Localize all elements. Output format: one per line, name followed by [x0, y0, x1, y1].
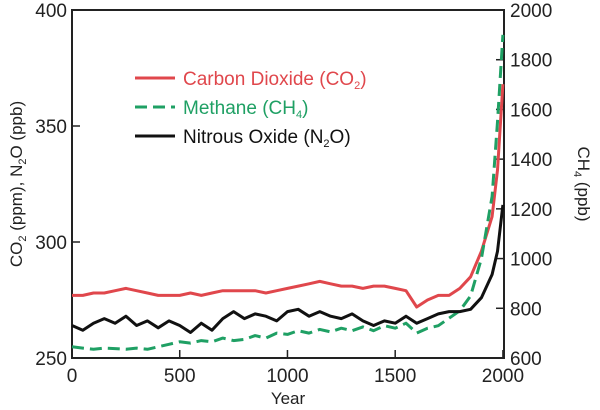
x-tick-label: 0	[67, 366, 78, 387]
left-tick-label: 350	[35, 117, 67, 138]
x-tick-label: 500	[164, 366, 196, 387]
series-layer	[71, 34, 505, 351]
right-axis-title: CH4 (ppb)	[571, 146, 593, 221]
right-tick-label: 1800	[510, 51, 552, 72]
x-tick-label: 2000	[482, 366, 524, 387]
left-tick-label: 250	[35, 349, 67, 370]
series-line-n2o	[71, 204, 505, 334]
x-axis-ticks: 0 500 1000 1500 2000	[67, 350, 524, 387]
right-tick-label: 1000	[510, 250, 552, 271]
right-tick-label: 1200	[510, 200, 552, 221]
legend-label-ch4: Methane (CH4)	[183, 98, 308, 121]
right-tick-label: 1400	[510, 150, 552, 171]
left-tick-label: 400	[35, 1, 67, 22]
x-tick-label: 1500	[374, 366, 416, 387]
right-tick-label: 800	[510, 299, 542, 320]
legend-label-co2: Carbon Dioxide (CO2)	[183, 69, 367, 92]
left-axis-ticks: 250 300 350 400	[35, 1, 80, 370]
series-line-co2	[72, 84, 505, 309]
left-tick-label: 300	[35, 233, 67, 254]
legend-label-n2o: Nitrous Oxide (N2O)	[183, 127, 351, 150]
right-axis-ticks: 600 800 1000 1200 1400 1600 1800 2000	[496, 1, 552, 370]
plot-frame	[71, 9, 505, 359]
series-line-ch4	[71, 34, 505, 351]
right-tick-label: 2000	[510, 1, 552, 22]
x-tick-label: 1000	[266, 366, 308, 387]
left-axis-title: CO2 (ppm), N2O (ppb)	[7, 101, 29, 267]
right-tick-label: 600	[510, 349, 542, 370]
x-axis-title: Year	[271, 389, 306, 408]
legend: Carbon Dioxide (CO2) Methane (CH4) Nitrous…	[135, 69, 367, 150]
right-tick-label: 1600	[510, 100, 552, 121]
